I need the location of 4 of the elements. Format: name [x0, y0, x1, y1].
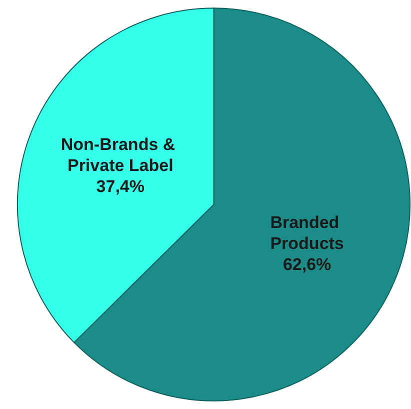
data-label: 37,4% [96, 176, 144, 196]
slice-label: Non-Brands & Private Label [60, 134, 180, 175]
slice-label: Branded Products [270, 213, 344, 254]
data-label: 62,6% [282, 255, 332, 274]
